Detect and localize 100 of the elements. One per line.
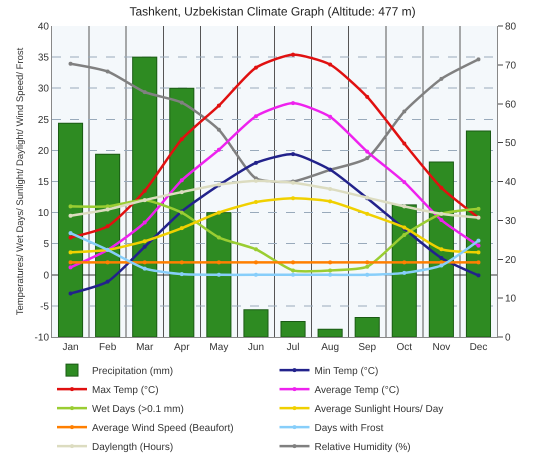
point bbox=[68, 260, 73, 264]
point bbox=[365, 94, 370, 99]
point bbox=[216, 148, 221, 152]
x-tick-label: May bbox=[209, 342, 228, 353]
y-tick-label: 20 bbox=[38, 146, 50, 157]
x-tick-label: Feb bbox=[99, 342, 117, 353]
x-tick-label: Jan bbox=[62, 342, 79, 353]
bar bbox=[206, 212, 232, 337]
point bbox=[291, 52, 296, 57]
y-axis-title: Temperatures/ Wet Days/ Sunlight/ Daylight/ Wind Speed/ Frost bbox=[15, 47, 26, 316]
point bbox=[254, 247, 258, 252]
point bbox=[68, 204, 73, 208]
point bbox=[142, 90, 147, 94]
point bbox=[402, 270, 406, 275]
point bbox=[254, 260, 258, 264]
legend-label: Average Wind Speed (Beaufort) bbox=[92, 423, 234, 434]
point bbox=[291, 196, 296, 200]
x-tick-label: Aug bbox=[321, 342, 340, 353]
bar bbox=[318, 328, 343, 337]
point bbox=[216, 235, 221, 240]
point bbox=[180, 260, 184, 264]
point bbox=[216, 128, 221, 132]
x-tick-label: Jun bbox=[248, 342, 264, 353]
point bbox=[142, 220, 147, 225]
point bbox=[476, 244, 480, 248]
point bbox=[476, 57, 480, 62]
x-tick-label: Jul bbox=[286, 342, 300, 353]
point bbox=[328, 186, 332, 191]
point bbox=[142, 260, 147, 264]
point bbox=[402, 204, 406, 208]
point bbox=[142, 188, 147, 193]
y2-tick-label: 50 bbox=[505, 138, 517, 150]
point bbox=[216, 260, 221, 264]
y-tick-label: -5 bbox=[40, 301, 50, 312]
point bbox=[106, 280, 110, 284]
y-tick-label: 40 bbox=[38, 22, 50, 32]
bar bbox=[243, 309, 269, 337]
point bbox=[106, 224, 110, 228]
point bbox=[68, 291, 73, 296]
point bbox=[365, 212, 370, 216]
x-tick-label: Dec bbox=[470, 342, 488, 353]
x-tick-label: Sep bbox=[358, 342, 377, 353]
point bbox=[402, 142, 406, 146]
point bbox=[439, 186, 444, 190]
y-tick-label: 10 bbox=[38, 208, 50, 220]
y2-tick-label: 80 bbox=[505, 22, 517, 32]
bar bbox=[132, 56, 158, 337]
point bbox=[402, 232, 406, 237]
point bbox=[328, 272, 332, 277]
x-tick-label: Mar bbox=[136, 342, 154, 353]
point bbox=[68, 235, 73, 240]
y2-tick-label: 30 bbox=[505, 216, 517, 227]
legend-label: Days with Frost bbox=[314, 423, 384, 434]
point bbox=[142, 244, 147, 249]
y2-tick-label: 20 bbox=[505, 254, 517, 266]
point bbox=[180, 137, 184, 142]
y-tick-label: -10 bbox=[34, 332, 50, 344]
x-tick-label: Apr bbox=[174, 342, 190, 353]
y2-tick-label: 40 bbox=[505, 177, 517, 188]
point bbox=[180, 178, 184, 182]
point bbox=[291, 268, 296, 272]
point bbox=[216, 104, 221, 108]
point bbox=[291, 260, 296, 264]
x-tick-label: Nov bbox=[432, 342, 450, 353]
point bbox=[476, 238, 480, 243]
point bbox=[328, 199, 332, 204]
y-tick-label: 35 bbox=[38, 52, 50, 64]
point bbox=[402, 260, 406, 264]
point bbox=[476, 260, 480, 264]
point bbox=[328, 260, 332, 264]
point bbox=[365, 260, 370, 264]
y2-tick-label: 60 bbox=[505, 99, 517, 110]
point bbox=[291, 101, 296, 106]
legend-label: Precipitation (mm) bbox=[92, 366, 174, 378]
bar bbox=[169, 88, 194, 337]
point bbox=[328, 268, 332, 272]
point bbox=[106, 207, 110, 212]
point bbox=[439, 263, 444, 268]
point bbox=[106, 69, 110, 74]
point bbox=[142, 266, 147, 271]
legend-label: Wet Days (>0.1 mm) bbox=[92, 404, 184, 416]
point bbox=[254, 178, 258, 183]
x-tick-label: Oct bbox=[396, 342, 412, 353]
point bbox=[439, 256, 444, 260]
y2-tick-label: 70 bbox=[505, 60, 517, 72]
point bbox=[365, 272, 370, 277]
point bbox=[180, 272, 184, 276]
point bbox=[216, 272, 221, 277]
point bbox=[476, 206, 480, 211]
point bbox=[439, 247, 444, 252]
legend-label: Average Temp (°C) bbox=[314, 385, 400, 396]
point bbox=[68, 62, 73, 66]
point bbox=[68, 214, 73, 218]
point bbox=[142, 239, 147, 244]
point bbox=[402, 110, 406, 114]
point bbox=[365, 156, 370, 160]
point bbox=[365, 264, 370, 269]
point bbox=[328, 114, 332, 119]
point bbox=[439, 76, 444, 81]
point bbox=[476, 250, 480, 254]
